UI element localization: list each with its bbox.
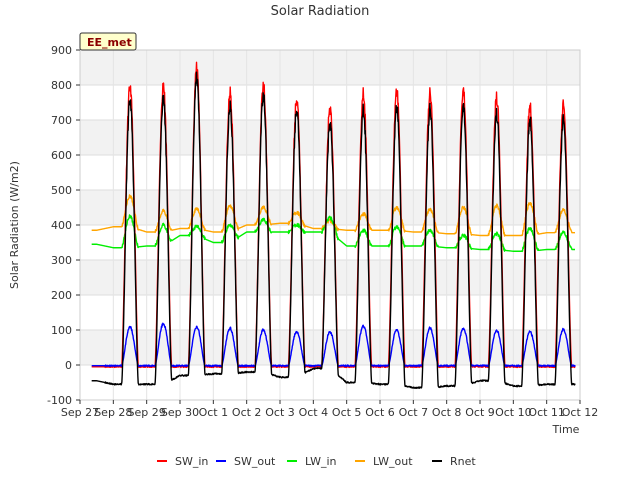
background-band bbox=[80, 225, 580, 260]
legend-label: LW_out bbox=[373, 455, 413, 468]
background-band bbox=[80, 155, 580, 190]
x-tick-label: Oct 5 bbox=[332, 406, 362, 419]
x-tick-label: Sep 27 bbox=[61, 406, 99, 419]
background-band bbox=[80, 330, 580, 365]
x-tick-label: Oct 4 bbox=[299, 406, 329, 419]
legend-label: SW_out bbox=[234, 455, 276, 468]
station-label: EE_met bbox=[87, 36, 132, 49]
x-tick-label: Sep 30 bbox=[161, 406, 199, 419]
x-tick-label: Oct 12 bbox=[562, 406, 599, 419]
background-band bbox=[80, 50, 580, 85]
series-layer bbox=[91, 61, 576, 389]
y-tick-label: 300 bbox=[51, 254, 72, 267]
y-tick-label: -100 bbox=[47, 394, 72, 407]
y-tick-label: 800 bbox=[51, 79, 72, 92]
x-tick-label: Oct 3 bbox=[265, 406, 295, 419]
x-tick-label: Oct 1 bbox=[199, 406, 229, 419]
y-tick-label: 100 bbox=[51, 324, 72, 337]
y-axis: -100 0 100 200 300 400 500 600 700 800 900 bbox=[47, 44, 80, 407]
x-tick-label: Oct 6 bbox=[365, 406, 395, 419]
x-tick-label: Oct 10 bbox=[495, 406, 532, 419]
background-band bbox=[80, 295, 580, 330]
x-tick-label: Sep 28 bbox=[94, 406, 132, 419]
series-line-rnet bbox=[91, 71, 576, 389]
y-tick-label: 400 bbox=[51, 219, 72, 232]
legend-label: SW_in bbox=[175, 455, 208, 468]
x-tick-label: Sep 29 bbox=[128, 406, 166, 419]
legend-label: LW_in bbox=[305, 455, 337, 468]
series-line-sw-out bbox=[91, 322, 576, 368]
series-line-lw-in bbox=[91, 214, 576, 253]
y-tick-label: 500 bbox=[51, 184, 72, 197]
station-label-box: EE_met bbox=[79, 32, 137, 51]
x-tick-label: Oct 8 bbox=[432, 406, 462, 419]
x-axis-title: Time bbox=[552, 423, 580, 436]
y-tick-label: 900 bbox=[51, 44, 72, 57]
legend-label: Rnet bbox=[450, 455, 476, 468]
x-tick-label: Oct 7 bbox=[399, 406, 429, 419]
y-tick-label: 200 bbox=[51, 289, 72, 302]
background-band bbox=[80, 365, 580, 400]
x-tick-label: Oct 11 bbox=[528, 406, 565, 419]
y-tick-label: 0 bbox=[65, 359, 72, 372]
y-tick-label: 700 bbox=[51, 114, 72, 127]
background-band bbox=[80, 260, 580, 295]
legend: SW_in SW_out LW_in LW_out Rnet bbox=[157, 455, 476, 468]
chart-title: Solar Radiation bbox=[271, 4, 370, 19]
y-tick-label: 600 bbox=[51, 149, 72, 162]
y-axis-title: Solar Radiation (W/m2) bbox=[8, 161, 21, 289]
x-tick-label: Oct 9 bbox=[465, 406, 495, 419]
x-tick-label: Oct 2 bbox=[232, 406, 262, 419]
